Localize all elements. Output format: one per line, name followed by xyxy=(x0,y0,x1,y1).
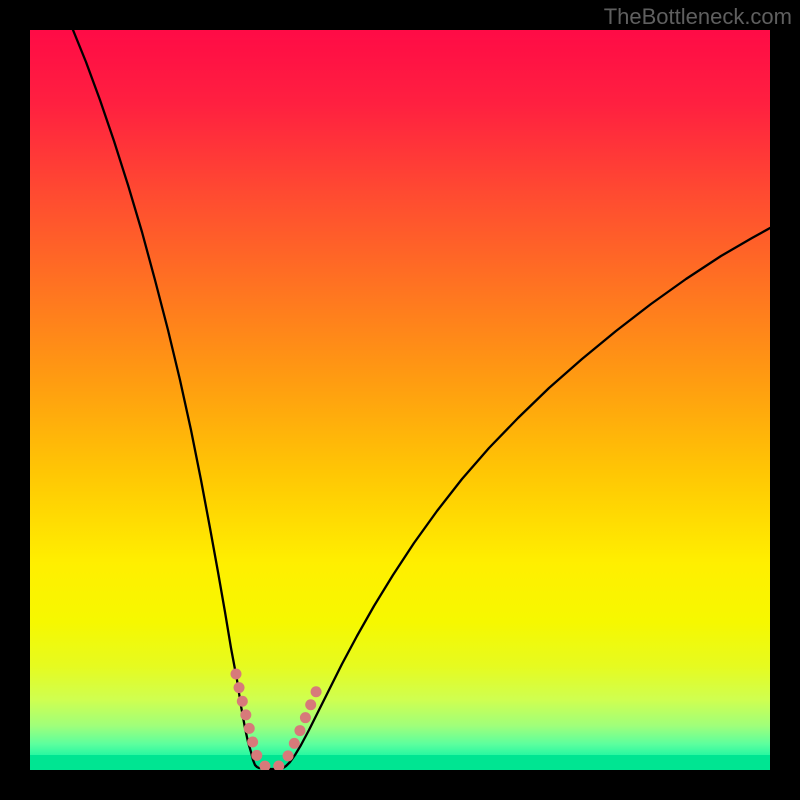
bottleneck-v-chart xyxy=(0,0,800,800)
gradient-background xyxy=(30,30,770,770)
bottom-green-band xyxy=(30,755,770,770)
dotted-u-dot xyxy=(240,709,251,720)
dotted-u-dot xyxy=(251,750,262,761)
dotted-u-dot xyxy=(231,669,242,680)
dotted-u-dot xyxy=(247,736,258,747)
dotted-u-dot xyxy=(244,723,255,734)
dotted-u-dot xyxy=(289,738,300,749)
dotted-u-dot xyxy=(305,699,316,710)
dotted-u-dot xyxy=(273,761,284,772)
dotted-u-dot xyxy=(234,682,245,693)
dotted-u-dot xyxy=(300,712,311,723)
dotted-u-dot xyxy=(311,686,322,697)
dotted-u-dot xyxy=(283,750,294,761)
dotted-u-dot xyxy=(237,696,248,707)
dotted-u-dot xyxy=(294,725,305,736)
chart-stage: TheBottleneck.com xyxy=(0,0,800,800)
